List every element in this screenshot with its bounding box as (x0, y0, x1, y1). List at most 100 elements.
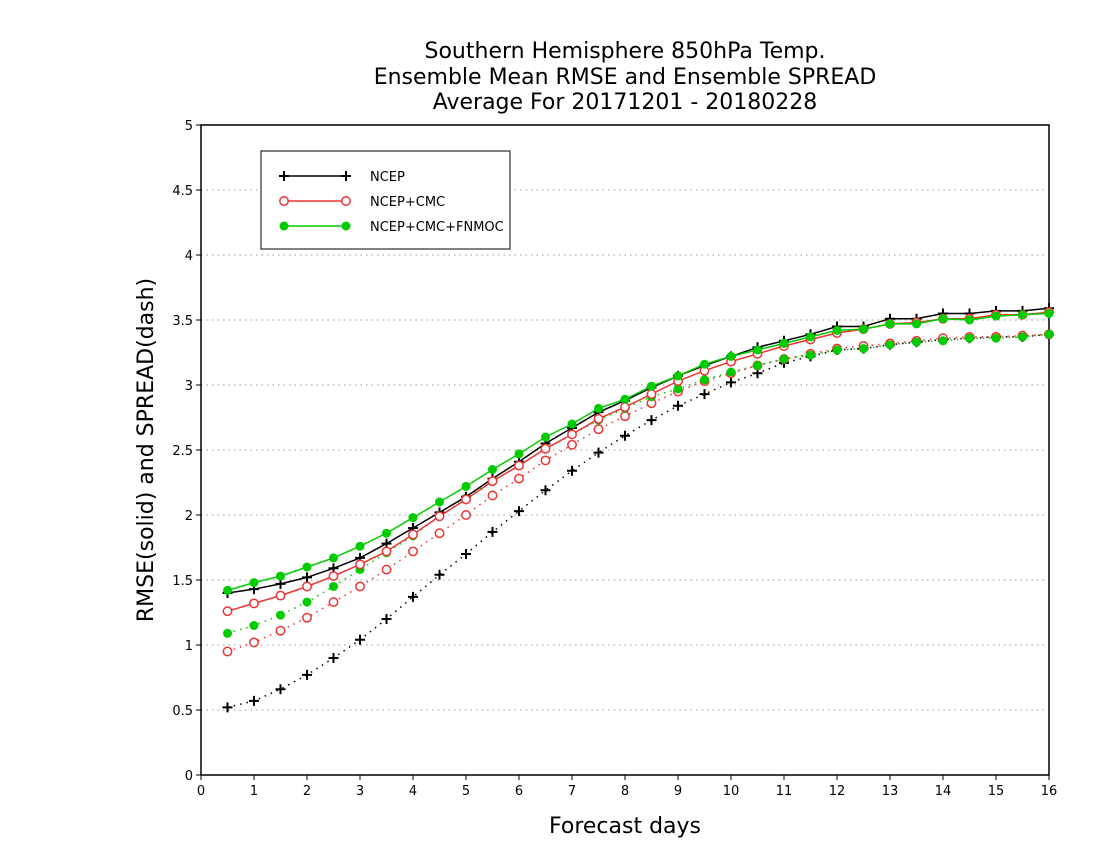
data-point (302, 597, 312, 607)
data-point (249, 621, 259, 630)
x-tick-label: 9 (674, 784, 682, 799)
x-tick-label: 2 (303, 784, 311, 799)
series-rmse-ncep-cmc (222, 307, 1054, 617)
x-tick-label: 7 (568, 784, 576, 799)
data-point (434, 511, 445, 522)
data-point (593, 447, 604, 458)
data-point (249, 637, 259, 648)
data-point (779, 338, 789, 348)
legend-item: NCEP+CMC+FNMOC (279, 220, 504, 235)
data-point (461, 481, 471, 491)
x-tick-label: 0 (197, 784, 205, 799)
data-point (381, 614, 392, 624)
data-point (328, 597, 339, 608)
y-tick-label: 3 (185, 379, 193, 394)
data-point (540, 443, 551, 454)
series-line (227, 333, 1050, 653)
data-point (222, 646, 233, 657)
x-axis: 0 1 2 3 4 5 6 7 8 9 10 11 12 13 14 15 16 (197, 775, 1057, 799)
series-rmse-ncep-cmc-fnmoc (223, 309, 1054, 595)
data-point (673, 371, 683, 381)
data-point (408, 529, 418, 540)
data-point (434, 569, 445, 580)
data-point (594, 403, 603, 413)
data-point (620, 430, 630, 441)
data-point (620, 402, 630, 413)
y-axis-label: RMSE(solid) and SPREAD(dash) (134, 278, 159, 622)
series-rmse-ncep (222, 303, 1054, 598)
legend-item: NCEP (279, 170, 405, 185)
data-point (355, 634, 365, 645)
data-point (514, 506, 524, 517)
data-point (806, 332, 815, 342)
data-point (302, 612, 312, 623)
data-point (435, 497, 444, 507)
data-point (567, 429, 577, 440)
data-point (593, 413, 604, 424)
data-point (965, 315, 974, 325)
data-point (700, 359, 709, 369)
y-tick-label: 4 (185, 249, 193, 264)
data-point (328, 571, 339, 582)
data-point (620, 394, 630, 404)
y-tick-label: 2 (185, 509, 193, 524)
data-point (938, 336, 948, 346)
x-tick-label: 3 (356, 784, 364, 799)
data-point (276, 571, 285, 581)
legend-marker (341, 171, 351, 181)
data-point (859, 344, 868, 354)
data-point (461, 549, 471, 559)
series-line (227, 312, 1050, 592)
data-point (487, 526, 498, 537)
data-point (938, 314, 948, 324)
data-point (249, 578, 259, 588)
data-point (726, 367, 736, 377)
data-point (540, 455, 551, 466)
legend-marker (341, 221, 351, 231)
data-point (222, 702, 233, 713)
data-point (276, 610, 285, 620)
data-point (488, 465, 497, 474)
x-tick-label: 10 (723, 784, 740, 799)
series-line (227, 311, 1050, 612)
data-point (859, 324, 868, 334)
data-point (302, 669, 312, 680)
legend: NCEP NCEP+CMC NCEP+CMC+FNMOC (260, 150, 511, 250)
legend-marker (279, 196, 289, 206)
title-line-2: Ensemble Mean RMSE and Ensemble SPREAD (374, 65, 877, 90)
legend-label: NCEP+CMC (370, 195, 445, 210)
data-point (408, 513, 418, 523)
x-tick-label: 16 (1041, 784, 1058, 799)
data-point (249, 598, 259, 609)
series-spread-ncep-cmc-fnmoc (223, 329, 1054, 638)
y-tick-label: 5 (185, 119, 193, 134)
data-point (1044, 329, 1054, 339)
legend-box (260, 150, 511, 250)
data-point (329, 553, 338, 563)
x-tick-label: 8 (621, 784, 629, 799)
data-point (885, 340, 895, 350)
legend-item: NCEP+CMC (279, 195, 445, 210)
x-tick-label: 5 (462, 784, 470, 799)
data-point (832, 325, 842, 335)
y-tick-label: 1 (185, 639, 193, 654)
data-point (222, 606, 233, 617)
x-axis-label: Forecast days (549, 814, 701, 839)
data-point (991, 311, 1001, 321)
data-point (1044, 309, 1054, 318)
data-point (408, 591, 418, 602)
data-point (355, 559, 365, 570)
data-point (381, 546, 392, 557)
data-point (329, 582, 338, 591)
series-line (227, 333, 1050, 635)
data-point (832, 345, 842, 355)
legend-marker (341, 196, 351, 206)
data-point (487, 490, 498, 501)
data-point (753, 361, 762, 370)
data-point (275, 625, 286, 636)
data-point (302, 581, 312, 592)
data-point (673, 400, 683, 411)
legend-label: NCEP (370, 170, 405, 185)
data-point (541, 432, 550, 442)
x-tick-label: 1 (250, 784, 258, 799)
